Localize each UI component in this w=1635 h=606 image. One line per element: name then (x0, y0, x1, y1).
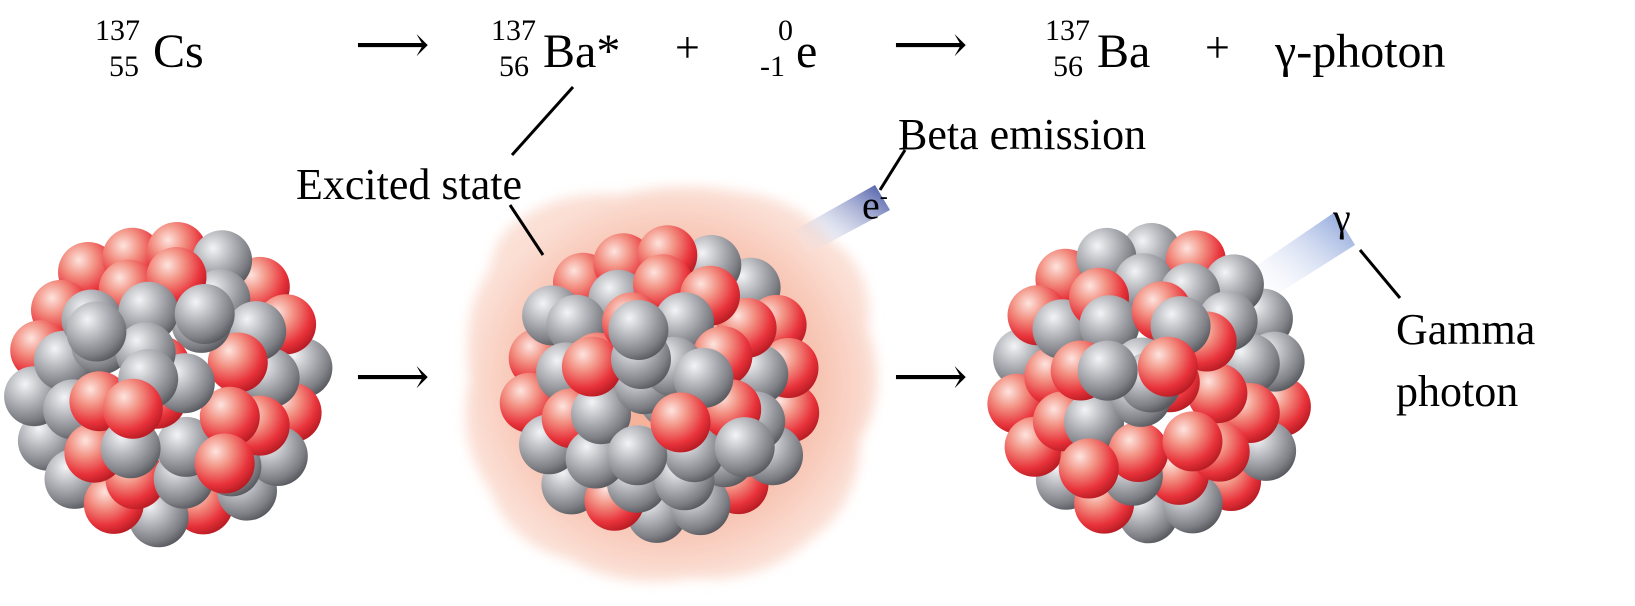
cs-symbol: Cs (153, 25, 204, 78)
cs-mass-number: 137 (95, 14, 140, 47)
gamma-emission-beam (1250, 212, 1355, 300)
beta-emission-leader-line (878, 149, 907, 191)
electron-charge: -1 (760, 50, 785, 83)
neutron-sphere (1077, 340, 1138, 401)
ba-mass-number: 137 (1045, 14, 1090, 47)
ba-atomic-number: 56 (1053, 50, 1083, 83)
equation-plus-2: + (1205, 23, 1230, 72)
proton-sphere (207, 332, 268, 393)
proton-sphere (1162, 411, 1223, 472)
gamma-photon-label-line1: Gamma (1396, 305, 1536, 354)
proton-sphere (1187, 363, 1248, 424)
proton-sphere (561, 336, 622, 397)
neutron-sphere (174, 284, 235, 344)
gamma-photon-label-line2: photon (1396, 367, 1519, 416)
barium-137-nucleus (987, 223, 1311, 544)
electron-label-symbol: e (862, 182, 880, 228)
beta-emission-label: Beta emission (898, 110, 1147, 159)
excited-state-label: Excited state (296, 160, 523, 209)
neutron-sphere (571, 384, 631, 445)
barium-137-excited-nucleus (499, 225, 820, 543)
beta-emission-beam (795, 185, 890, 254)
proton-sphere (650, 392, 711, 453)
excited-state-leader-line (508, 204, 545, 256)
neutron-sphere (1079, 295, 1140, 356)
ba-excited-mass-number: 137 (491, 14, 536, 47)
neutron-sphere (714, 417, 775, 478)
neutron-sphere (608, 300, 669, 360)
cs-atomic-number: 55 (109, 50, 139, 83)
proton-sphere (1137, 336, 1198, 397)
neutron-sphere (673, 347, 734, 408)
excited-ba-leader-line (510, 85, 575, 157)
process-arrow-2: ⟶ (893, 349, 968, 406)
electron-label: e- (862, 185, 888, 225)
proton-sphere (194, 433, 255, 494)
electron-label-charge: - (879, 184, 888, 210)
proton-sphere (1058, 438, 1119, 499)
equation-arrow-2: ⟶ (893, 17, 968, 74)
proton-sphere (102, 378, 163, 439)
equation-arrow-1: ⟶ (355, 17, 430, 74)
proton-sphere (199, 386, 260, 447)
gamma-symbol-label: γ (1333, 195, 1351, 240)
cesium-137-nucleus (4, 222, 333, 548)
electron-symbol: e (796, 25, 818, 78)
neutron-sphere (66, 301, 127, 362)
electron-mass-number: 0 (778, 14, 793, 47)
gamma-photon-term: γ-photon (1275, 25, 1446, 78)
ba-symbol: Ba (1097, 25, 1151, 78)
neutron-sphere (1064, 391, 1125, 452)
neutron-sphere (607, 425, 668, 486)
equation-plus-1: + (675, 23, 700, 72)
gamma-photon-leader-line (1358, 249, 1402, 299)
ba-excited-atomic-number: 56 (499, 50, 529, 83)
proton-sphere (1108, 422, 1169, 482)
equation: 137 55 Cs ⟶ 137 56 Ba* + 0 -1 e ⟶ 137 56… (0, 0, 1635, 100)
ba-excited-symbol: Ba* (543, 25, 621, 78)
process-arrow-1: ⟶ (355, 349, 430, 406)
